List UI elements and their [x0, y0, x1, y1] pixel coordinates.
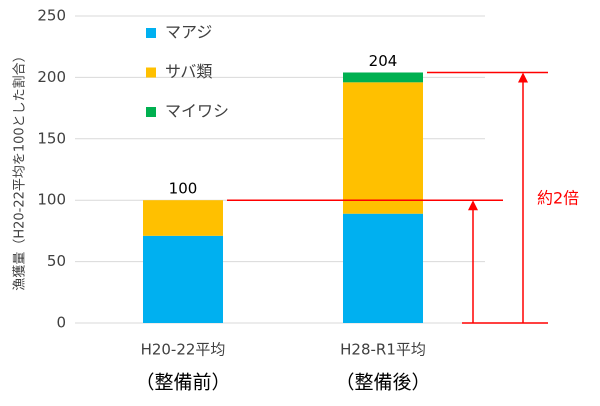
bar-segment: [343, 213, 423, 323]
y-tick-label: 250: [37, 7, 66, 25]
y-tick-label: 50: [47, 252, 66, 270]
legend-swatch: [146, 28, 156, 38]
legend-label: マアジ: [165, 23, 212, 42]
bar-segment: [143, 200, 223, 236]
legend-swatch: [146, 107, 156, 117]
y-axis-label: 漁獲量（H20-22平均を100とした割合）: [12, 49, 28, 290]
total-label: 100: [169, 180, 198, 198]
legend-swatch: [146, 67, 156, 78]
bar-segment: [343, 82, 423, 214]
total-label: 204: [369, 52, 398, 70]
y-tick-label: 200: [37, 68, 66, 86]
legend-label: マイワシ: [165, 102, 229, 121]
arrow-head: [518, 72, 528, 83]
legend-label: サバ類: [165, 62, 212, 81]
y-tick-label: 0: [56, 314, 66, 332]
bar-segment: [143, 235, 223, 323]
x-tick-label: H28-R1平均: [340, 341, 426, 359]
y-tick-label: 150: [37, 129, 66, 147]
y-tick-label: 100: [37, 191, 66, 209]
category-note: （整備前）: [135, 372, 230, 394]
bar-segment: [343, 72, 423, 83]
arrow-head: [468, 200, 478, 211]
x-tick-label: H20-22平均: [141, 341, 226, 359]
annotation: 約2倍: [537, 189, 579, 208]
category-note: （整備後）: [335, 372, 430, 394]
